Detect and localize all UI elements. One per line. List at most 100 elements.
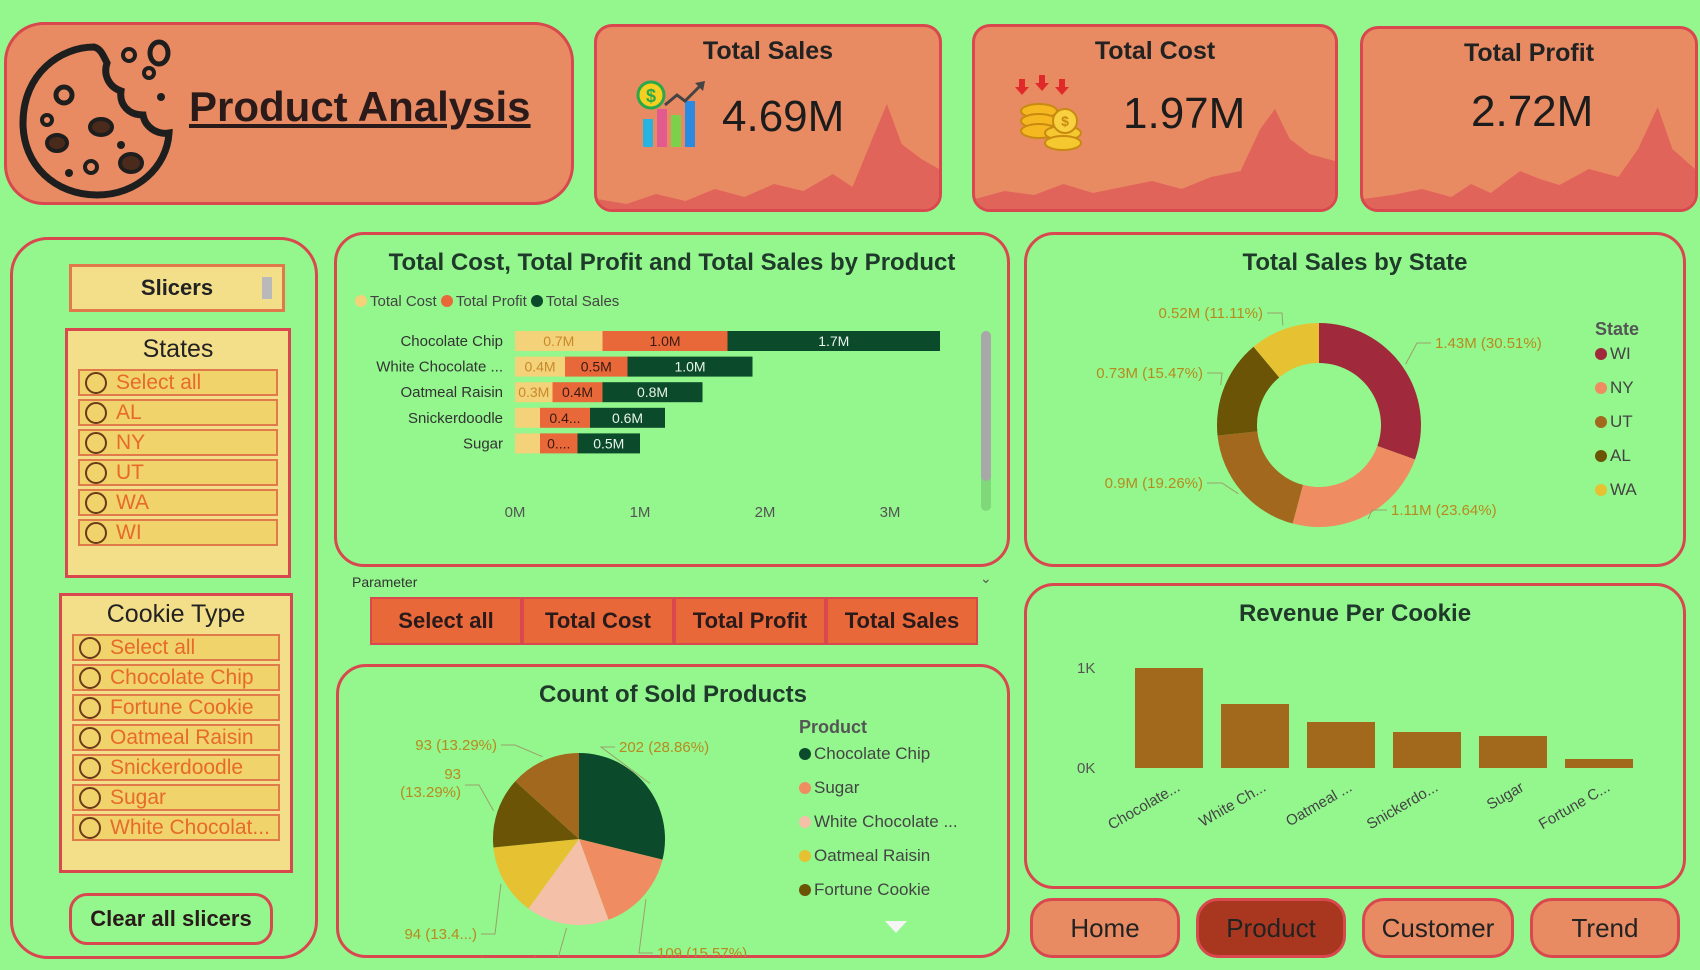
clear-all-slicers-button[interactable]: Clear all slicers	[69, 893, 273, 945]
legend-item-total-cost[interactable]: Total Cost	[355, 293, 437, 310]
radio-icon[interactable]	[79, 757, 101, 779]
chart-scrollbar[interactable]	[981, 331, 991, 511]
states-slicer: States Select all AL NY UT WA WI	[65, 328, 291, 578]
radio-icon[interactable]	[79, 697, 101, 719]
state-item-select-all[interactable]: Select all	[78, 369, 278, 396]
bar-total-profit[interactable]	[540, 407, 590, 428]
nav-customer-button[interactable]: Customer	[1362, 898, 1514, 958]
legend-item-ny[interactable]: NY	[1595, 378, 1639, 412]
bar-total-sales[interactable]	[577, 433, 641, 454]
bar-total-sales[interactable]	[727, 331, 941, 351]
chevron-down-icon[interactable]	[885, 921, 907, 933]
legend-item-ut[interactable]: UT	[1595, 412, 1639, 446]
bar-total-cost[interactable]	[515, 331, 603, 351]
data-label: 0.3M	[518, 384, 549, 400]
slice-snickerdoodle[interactable]	[515, 753, 579, 839]
chart-scrollbar-thumb[interactable]	[981, 331, 991, 481]
kpi-value: 2.72M	[1471, 87, 1594, 136]
data-label: 0.4M	[524, 359, 555, 375]
legend-item-chocolate-chip[interactable]: Chocolate Chip	[799, 744, 1009, 778]
scroll-handle[interactable]	[262, 277, 272, 299]
bar-total-profit[interactable]	[552, 382, 603, 403]
legend-item-wi[interactable]: WI	[1595, 344, 1639, 378]
state-item-label: NY	[116, 431, 146, 454]
data-label: 0....	[547, 435, 570, 451]
radio-icon[interactable]	[79, 787, 101, 809]
state-item-al[interactable]: AL	[78, 399, 278, 426]
cookie-type-item-chocolate-chip[interactable]: Chocolate Chip	[72, 664, 280, 691]
cookie-type-item-sugar[interactable]: Sugar	[72, 784, 280, 811]
legend-item-white-chocolate[interactable]: White Chocolate ...	[799, 812, 1009, 846]
bar-total-profit[interactable]	[540, 433, 578, 454]
legend-label: UT	[1610, 412, 1633, 431]
bar-total-cost[interactable]	[515, 356, 565, 377]
bar-total-cost[interactable]	[515, 433, 540, 454]
radio-icon[interactable]	[79, 637, 101, 659]
slice-white-chocolate[interactable]	[528, 839, 609, 925]
radio-icon[interactable]	[79, 727, 101, 749]
radio-icon[interactable]	[85, 462, 107, 484]
slice-oatmeal-raisin[interactable]	[493, 839, 579, 909]
slice-wi[interactable]	[1319, 323, 1421, 460]
state-item-wi[interactable]: WI	[78, 519, 278, 546]
state-item-wa[interactable]: WA	[78, 489, 278, 516]
category-label: Oatmeal Raisin	[400, 384, 503, 401]
parameter-button-total-sales[interactable]: Total Sales	[826, 597, 978, 645]
legend-label: AL	[1610, 446, 1631, 465]
bar-total-sales[interactable]	[627, 356, 753, 377]
legend-item-al[interactable]: AL	[1595, 446, 1639, 480]
bar-fortune-c[interactable]	[1565, 759, 1633, 768]
bar-snickerdo[interactable]	[1393, 732, 1461, 768]
bar-total-profit[interactable]	[565, 356, 628, 377]
radio-icon[interactable]	[85, 492, 107, 514]
cookie-type-item-fortune-cookie[interactable]: Fortune Cookie	[72, 694, 280, 721]
leader-line	[638, 899, 653, 954]
kpi-total-profit-card: Total Profit 2.72M	[1360, 26, 1698, 212]
slice-label: 93 (13.29%)	[400, 766, 461, 801]
radio-icon[interactable]	[79, 667, 101, 689]
nav-trend-button[interactable]: Trend	[1530, 898, 1680, 958]
slice-wa[interactable]	[1253, 323, 1319, 378]
bar-total-profit[interactable]	[602, 331, 728, 351]
slice-al[interactable]	[1217, 346, 1280, 436]
radio-icon[interactable]	[85, 432, 107, 454]
bar-sugar[interactable]	[1479, 736, 1547, 768]
bar-oatmeal[interactable]	[1307, 722, 1375, 768]
legend-item-total-sales[interactable]: Total Sales	[530, 293, 619, 310]
bar-total-cost[interactable]	[515, 407, 540, 428]
legend-item-fortune-cookie[interactable]: Fortune Cookie	[799, 880, 1009, 914]
legend-item-wa[interactable]: WA	[1595, 480, 1639, 514]
product-bar-chart: Chocolate Chip 0.7M 1.0M 1.7M White Chocolat…	[376, 331, 941, 521]
legend-item-total-profit[interactable]: Total Profit	[440, 293, 527, 310]
state-item-ny[interactable]: NY	[78, 429, 278, 456]
slice-chocolate-chip[interactable]	[579, 753, 665, 860]
legend-item-sugar[interactable]: Sugar	[799, 778, 1009, 812]
cookie-type-item-oatmeal-raisin[interactable]: Oatmeal Raisin	[72, 724, 280, 751]
cookie-type-item-snickerdoodle[interactable]: Snickerdoodle	[72, 754, 280, 781]
parameter-button-select-all[interactable]: Select all	[370, 597, 522, 645]
radio-icon[interactable]	[85, 372, 107, 394]
leader-line	[481, 883, 502, 935]
bar-total-sales[interactable]	[590, 407, 665, 428]
slice-sugar[interactable]	[579, 839, 663, 920]
radio-icon[interactable]	[79, 817, 101, 839]
slice-ny[interactable]	[1292, 445, 1415, 527]
legend-item-oatmeal-raisin[interactable]: Oatmeal Raisin	[799, 846, 1009, 880]
slice-fortune-cookie[interactable]	[493, 781, 579, 848]
nav-home-button[interactable]: Home	[1030, 898, 1180, 958]
slicer-panel: Slicers States Select all AL NY UT WA WI Cook…	[10, 237, 318, 959]
bar-white-ch[interactable]	[1221, 704, 1289, 768]
cookie-type-item-select-all[interactable]: Select all	[72, 634, 280, 661]
nav-product-button[interactable]: Product	[1196, 898, 1346, 958]
state-item-ut[interactable]: UT	[78, 459, 278, 486]
cookie-type-item-white-chocolat[interactable]: White Chocolat...	[72, 814, 280, 841]
parameter-button-total-profit[interactable]: Total Profit	[674, 597, 826, 645]
parameter-button-total-cost[interactable]: Total Cost	[522, 597, 674, 645]
radio-icon[interactable]	[85, 402, 107, 424]
parameter-chevron-icon[interactable]: ⌄	[980, 570, 992, 586]
radio-icon[interactable]	[85, 522, 107, 544]
bar-total-sales[interactable]	[602, 382, 703, 403]
bar-total-cost[interactable]	[515, 382, 553, 403]
bar-chocolate[interactable]	[1135, 668, 1203, 768]
slice-ut[interactable]	[1217, 431, 1303, 524]
